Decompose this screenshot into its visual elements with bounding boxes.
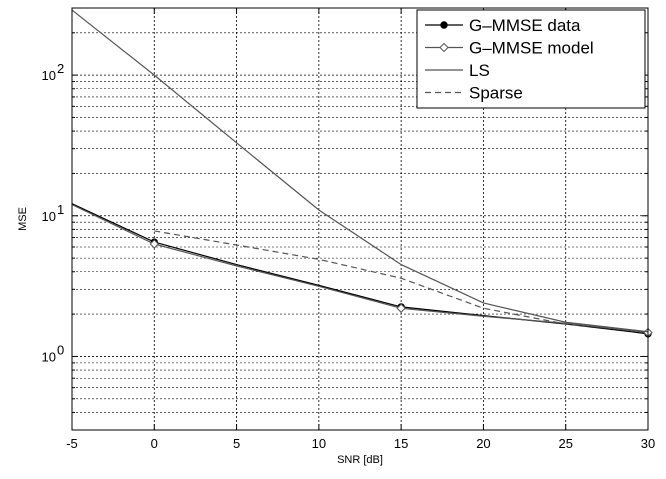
series-line-3 (154, 230, 649, 333)
legend-marker (440, 21, 448, 29)
legend-label: LS (469, 61, 490, 80)
x-tick-label: 25 (558, 436, 572, 451)
legend-label: Sparse (469, 84, 523, 103)
series-marker-1 (149, 239, 159, 249)
x-tick-label: 0 (151, 436, 158, 451)
y-tick-label-exponent: 1 (57, 202, 64, 217)
y-tick-label-exponent: 2 (57, 61, 64, 76)
series-marker-1 (396, 303, 406, 313)
x-tick-label: 5 (233, 436, 240, 451)
y-tick-label: 10 (42, 349, 56, 364)
x-tick-label: -5 (66, 436, 78, 451)
legend-box (416, 9, 646, 109)
y-tick-label: 10 (42, 209, 56, 224)
legend-label: G–MMSE model (469, 39, 594, 58)
x-tick-label: 20 (476, 436, 490, 451)
y-tick-label-exponent: 0 (57, 342, 64, 357)
series-line-2 (71, 9, 649, 333)
y-axis-label: MSE (17, 207, 29, 231)
legend-marker (439, 42, 449, 53)
x-tick-label: 30 (641, 436, 655, 451)
y-tick-label: 10 (42, 68, 56, 83)
series-line-1 (71, 204, 649, 334)
series-group (71, 9, 653, 338)
x-tick-label: 10 (312, 436, 326, 451)
legend: G–MMSE data G–MMSE model LS Sparse (416, 9, 646, 109)
x-tick-label: 15 (394, 436, 408, 451)
legend-label: G–MMSE data (469, 16, 581, 35)
x-axis-label: SNR [dB] (337, 454, 383, 466)
plot-frame (71, 7, 649, 431)
